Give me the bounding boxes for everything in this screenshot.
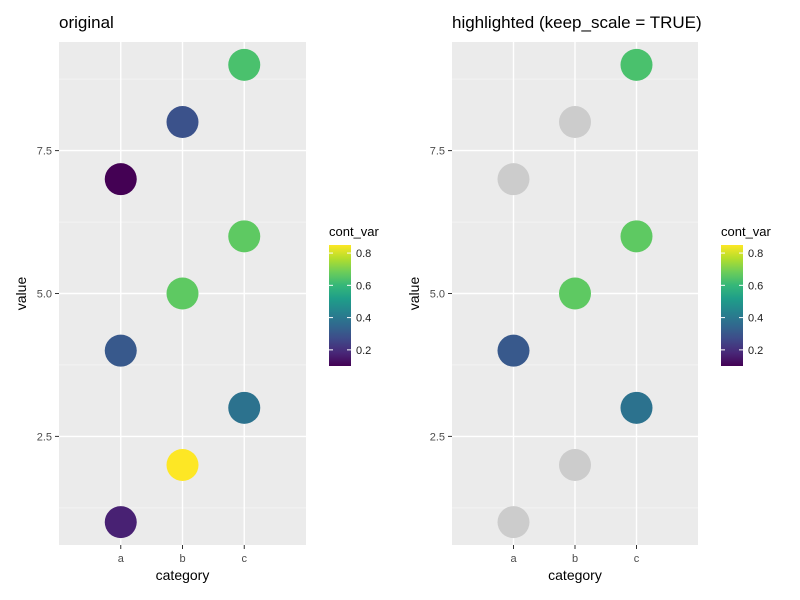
y-tick-label: 5.0 bbox=[430, 289, 445, 301]
data-point-c-6 bbox=[620, 220, 653, 253]
legend-colorbar bbox=[329, 245, 351, 366]
x-tick-label: b bbox=[572, 553, 578, 565]
data-point-c-3 bbox=[228, 391, 261, 424]
y-tick-label: 5.0 bbox=[37, 289, 52, 301]
legend-colorbar bbox=[721, 245, 743, 366]
y-tick-label: 7.5 bbox=[430, 146, 445, 158]
x-tick-label: c bbox=[242, 553, 248, 565]
y-tick-label: 2.5 bbox=[37, 431, 52, 443]
legend-tick-label: 0.8 bbox=[748, 248, 763, 260]
data-point-b-2 bbox=[559, 448, 591, 481]
legend-ticks: 0.2 0.4 0.6 0.8 bbox=[721, 248, 763, 357]
legend-ticks: 0.2 0.4 0.6 0.8 bbox=[329, 248, 371, 357]
chart-original: original 2.5 5.0 7.5 a b c category value co… bbox=[13, 13, 380, 583]
y-axis: 2.5 5.0 7.5 bbox=[37, 146, 59, 443]
y-tick-label: 2.5 bbox=[430, 431, 445, 443]
x-axis-label: category bbox=[156, 567, 210, 583]
y-axis-label: value bbox=[406, 277, 422, 311]
data-points bbox=[497, 48, 653, 539]
legend-tick-label: 0.2 bbox=[356, 345, 371, 357]
data-point-b-5 bbox=[166, 277, 199, 310]
data-point-c-9 bbox=[620, 48, 653, 81]
color-legend: cont_var 0.2 0.4 0.6 0.8 bbox=[329, 224, 380, 366]
data-point-c-9 bbox=[228, 48, 261, 81]
data-points bbox=[104, 48, 261, 539]
legend-title: cont_var bbox=[329, 224, 380, 239]
legend-tick-label: 0.8 bbox=[356, 248, 371, 260]
x-tick-label: c bbox=[634, 553, 640, 565]
color-legend: cont_var 0.2 0.4 0.6 0.8 bbox=[721, 224, 772, 366]
y-axis-label: value bbox=[13, 277, 29, 311]
data-point-a-1 bbox=[104, 506, 137, 539]
legend-tick-label: 0.6 bbox=[356, 280, 371, 292]
data-point-a-7 bbox=[104, 163, 137, 196]
data-point-b-5 bbox=[559, 277, 591, 310]
data-point-b-8 bbox=[166, 106, 199, 139]
legend-tick-label: 0.2 bbox=[748, 345, 763, 357]
chart-title: highlighted (keep_scale = TRUE) bbox=[452, 13, 702, 32]
y-tick-label: 7.5 bbox=[37, 146, 52, 158]
data-point-c-3 bbox=[620, 391, 653, 424]
x-axis-label: category bbox=[548, 567, 602, 583]
legend-title: cont_var bbox=[721, 224, 772, 239]
data-point-b-8 bbox=[559, 106, 591, 139]
legend-tick-label: 0.4 bbox=[748, 313, 763, 325]
data-point-b-2 bbox=[166, 448, 199, 481]
data-point-a-4 bbox=[104, 334, 137, 367]
data-point-c-6 bbox=[228, 220, 261, 253]
chart-title: original bbox=[59, 13, 114, 32]
data-point-a-1 bbox=[497, 506, 530, 539]
chart-highlighted: highlighted (keep_scale = TRUE) 2.5 5.0 7.… bbox=[406, 13, 772, 583]
x-tick-label: a bbox=[510, 553, 517, 565]
legend-tick-label: 0.6 bbox=[748, 280, 763, 292]
data-point-a-4 bbox=[497, 334, 530, 367]
x-axis: a b c bbox=[118, 545, 248, 565]
y-axis: 2.5 5.0 7.5 bbox=[430, 146, 452, 443]
x-tick-label: a bbox=[118, 553, 125, 565]
legend-tick-label: 0.4 bbox=[356, 313, 371, 325]
x-axis: a b c bbox=[510, 545, 640, 565]
data-point-a-7 bbox=[497, 163, 530, 196]
x-tick-label: b bbox=[179, 553, 185, 565]
